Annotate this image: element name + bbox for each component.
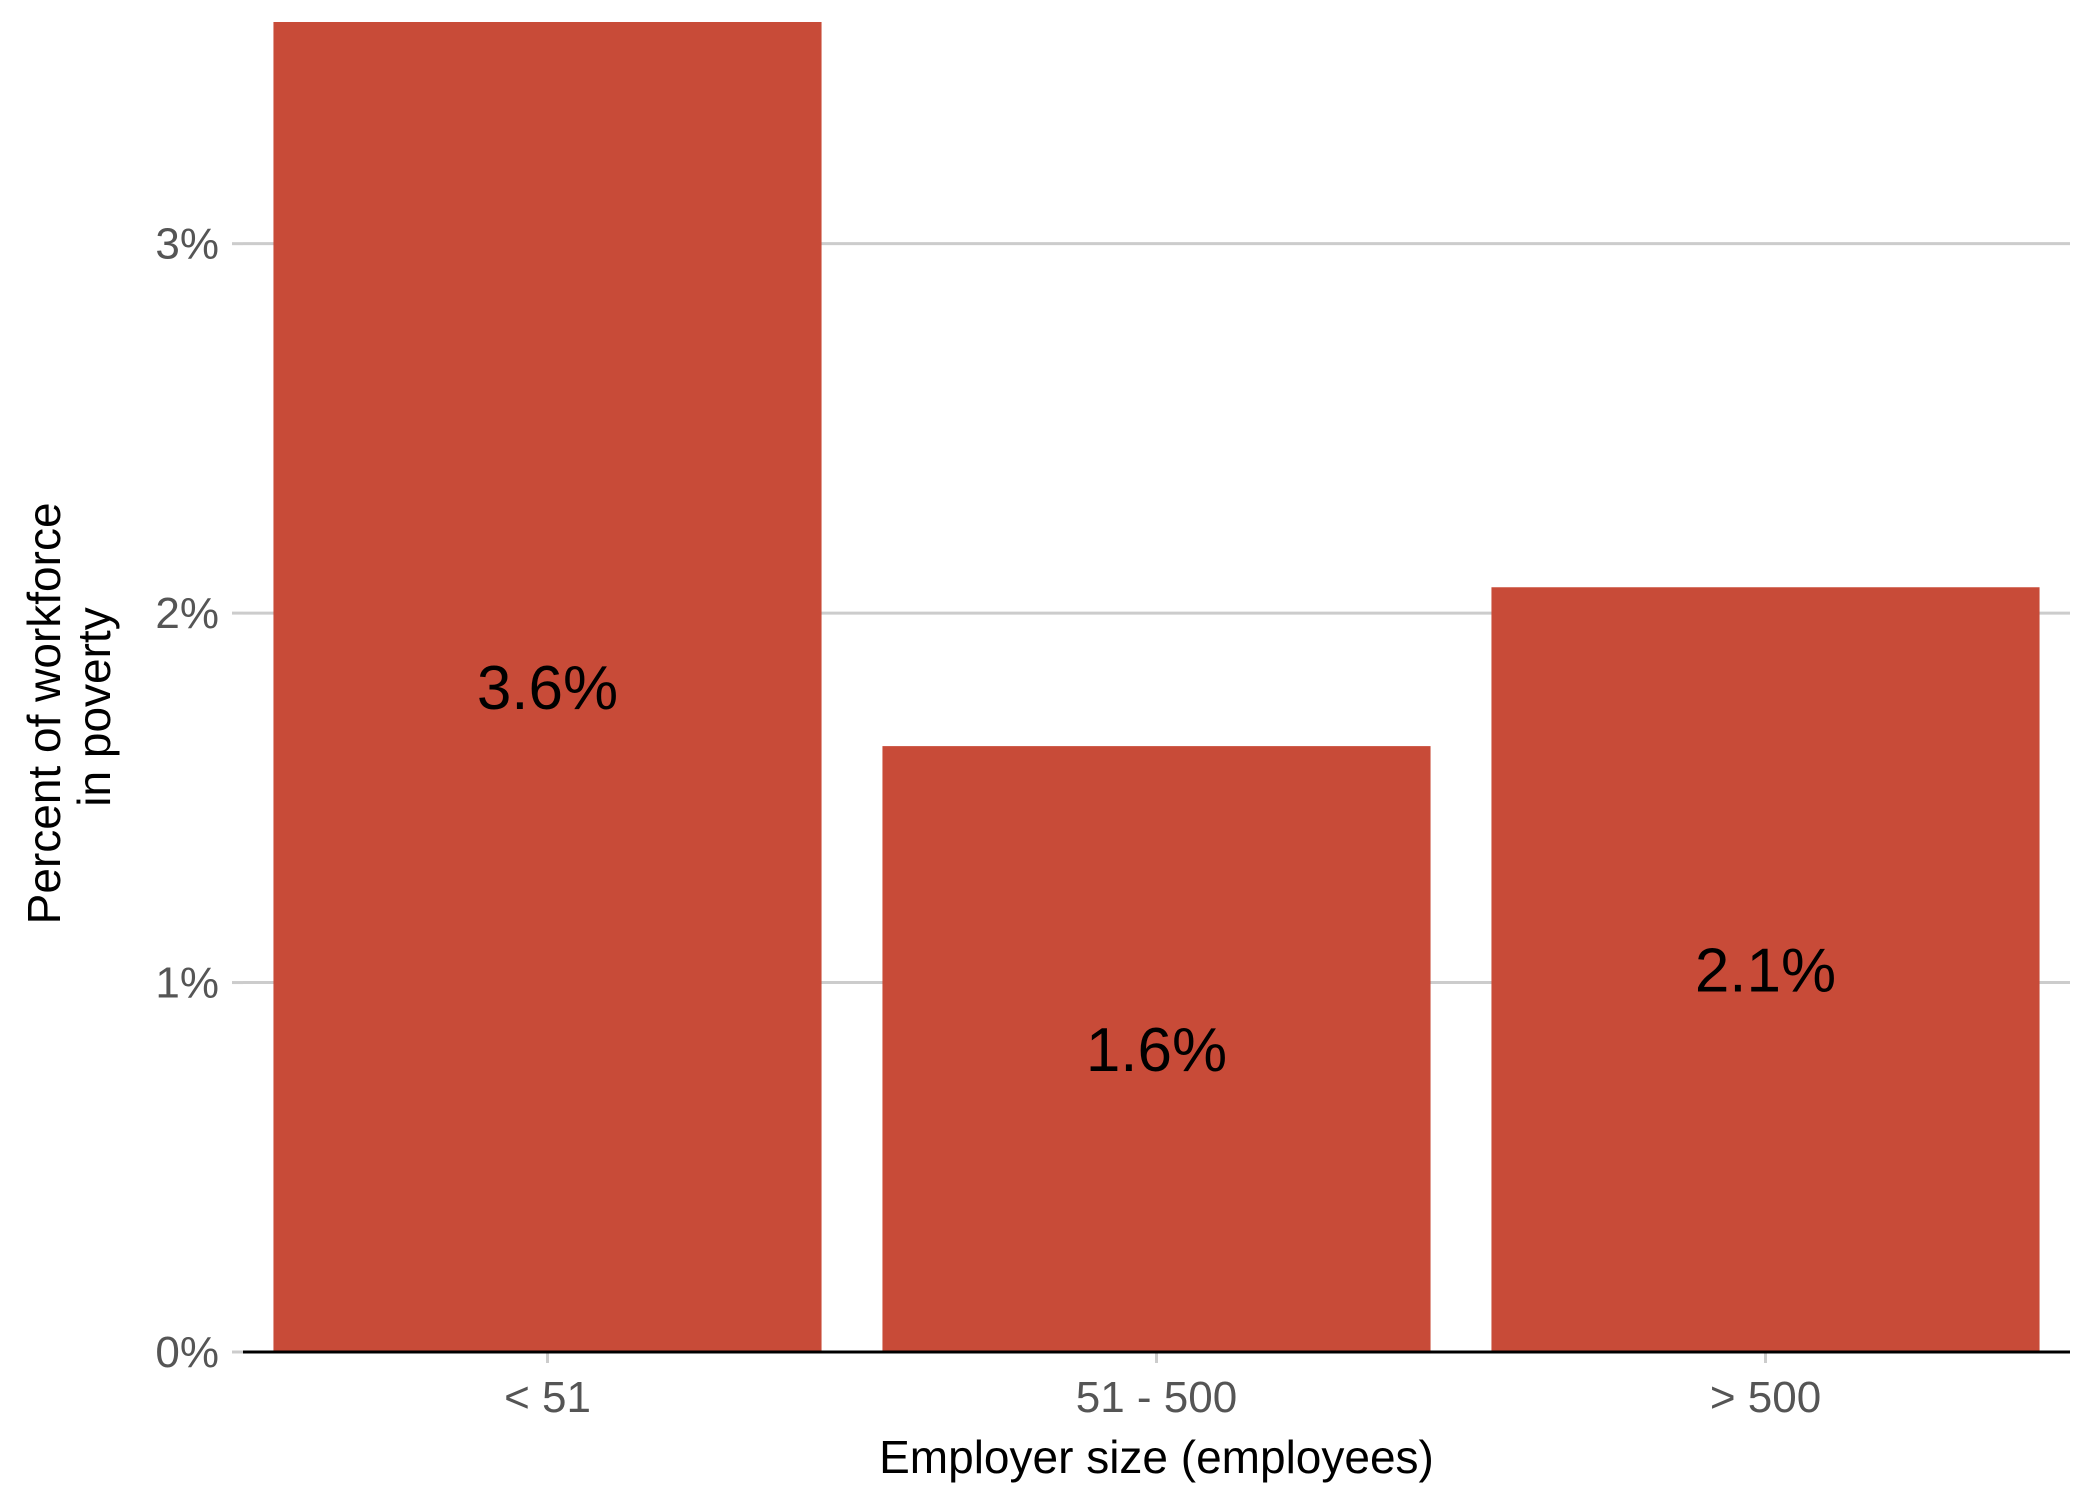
- bar-value-label: 2.1%: [1695, 937, 1836, 1006]
- bar: [882, 746, 1431, 1352]
- x-tick-label: < 51: [504, 1373, 591, 1422]
- bars: [273, 22, 2040, 1352]
- y-axis-title: Percent of workforce in poverty: [18, 490, 120, 925]
- y-tick-label: 3%: [155, 220, 219, 269]
- y-axis: 0% 1% 2% 3%: [155, 220, 243, 1377]
- y-axis-title-line-2: in poverty: [68, 607, 120, 806]
- bar-value-label: 1.6%: [1086, 1016, 1227, 1085]
- x-axis: < 51 51 - 500 > 500: [504, 1352, 1821, 1422]
- x-tick-label: 51 - 500: [1076, 1373, 1237, 1422]
- y-tick-label: 1%: [155, 959, 219, 1008]
- y-tick-label: 0%: [155, 1328, 219, 1377]
- y-tick-label: 2%: [155, 589, 219, 638]
- x-tick-label: > 500: [1710, 1373, 1821, 1422]
- bar-value-label: 3.6%: [477, 654, 618, 723]
- y-axis-title-line-1: Percent of workforce: [18, 502, 70, 924]
- bar: [273, 22, 822, 1352]
- x-axis-title: Employer size (employees): [879, 1431, 1434, 1483]
- bar: [1491, 587, 2040, 1352]
- bar-labels: 3.6% 1.6% 2.1%: [477, 654, 1836, 1085]
